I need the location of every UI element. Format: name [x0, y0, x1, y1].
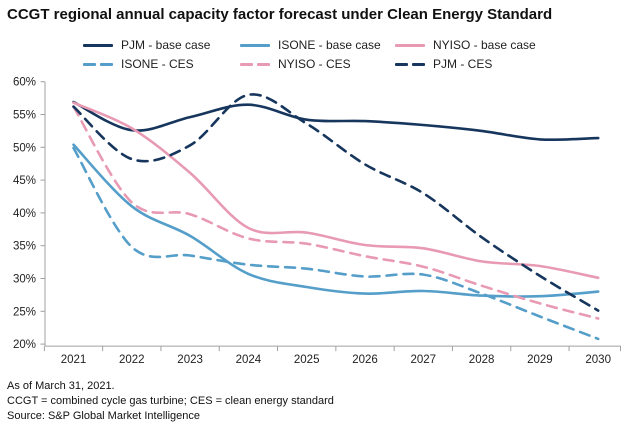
- x-axis-tick-label: 2023: [177, 354, 203, 366]
- legend-label: NYISO - base case: [433, 38, 536, 52]
- y-axis-tick-label: 30%: [13, 274, 36, 286]
- y-axis-tick-label: 25%: [13, 306, 36, 318]
- footnote-as-of: As of March 31, 2021.: [7, 380, 115, 392]
- legend-item-pjm-base-case: PJM - base case: [83, 39, 240, 52]
- legend-item-isone-base-case: ISONE - base case: [240, 39, 395, 52]
- chart-legend: PJM - base case ISONE - base case NYISO …: [83, 39, 536, 71]
- x-axis-tick-label: 2022: [119, 354, 145, 366]
- legend-label: PJM - base case: [121, 38, 211, 52]
- capacity-factor-line-chart: 60% 55% 50% 45% 40% 35% 30% 25% 20% 2021 2022 2023 2…: [13, 77, 621, 366]
- footnote-abbreviations: CCGT = combined cycle gas turbine; CES =…: [7, 395, 334, 407]
- y-axis-tick-label: 20%: [13, 339, 36, 351]
- chart-footnotes: As of March 31, 2021. CCGT = combined cy…: [7, 379, 334, 424]
- series-line-isone-base-case: [72, 143, 600, 298]
- y-axis-tick-label: 55%: [13, 110, 36, 122]
- legend-item-nyiso-base-case: NYISO - base case: [395, 39, 536, 52]
- chart-axis-labels: 60% 55% 50% 45% 40% 35% 30% 25% 20% 2021 2022 2023 2…: [13, 77, 611, 366]
- x-axis-tick-label: 2027: [411, 354, 437, 366]
- x-axis-tick-label: 2021: [61, 354, 87, 366]
- y-axis-tick-label: 50%: [13, 142, 36, 154]
- legend-swatch-nyiso-ces: [240, 62, 270, 67]
- series-line-nyiso-base-case: [72, 101, 600, 280]
- legend-label: PJM - CES: [433, 57, 493, 71]
- legend-label: NYISO - CES: [278, 57, 351, 71]
- chart-area: 60% 55% 50% 45% 40% 35% 30% 25% 20% 2021 2022 2023 2…: [0, 65, 623, 375]
- x-axis-tick-label: 2029: [527, 354, 553, 366]
- x-axis-tick-label: 2026: [352, 354, 378, 366]
- series-line-nyiso-ces: [72, 105, 600, 320]
- x-axis-tick-label: 2030: [585, 354, 611, 366]
- legend-item-isone-ces: ISONE - CES: [83, 58, 240, 71]
- chart-series-lines: [72, 93, 600, 341]
- y-axis-tick-label: 35%: [13, 241, 36, 253]
- legend-swatch-pjm-ces: [395, 62, 425, 67]
- y-axis-tick-label: 40%: [13, 208, 36, 220]
- chart-axes: [40, 81, 621, 352]
- x-axis-tick-label: 2024: [236, 354, 262, 366]
- chart-title: CCGT regional annual capacity factor for…: [7, 6, 553, 23]
- legend-swatch-isone-base-case: [240, 43, 270, 48]
- series-line-isone-ces: [72, 146, 600, 341]
- y-axis-tick-label: 60%: [13, 77, 36, 89]
- series-line-pjm-ces: [72, 93, 600, 312]
- legend-label: ISONE - CES: [121, 57, 194, 71]
- legend-swatch-isone-ces: [83, 62, 113, 67]
- footnote-source: Source: S&P Global Market Intelligence: [7, 410, 201, 422]
- legend-item-nyiso-ces: NYISO - CES: [240, 58, 395, 71]
- series-line-pjm-base-case: [72, 100, 600, 142]
- x-axis-tick-label: 2028: [469, 354, 495, 366]
- legend-swatch-pjm-base-case: [83, 43, 113, 48]
- legend-item-pjm-ces: PJM - CES: [395, 58, 536, 71]
- legend-swatch-nyiso-base-case: [395, 43, 425, 48]
- y-axis-tick-label: 45%: [13, 175, 36, 187]
- legend-label: ISONE - base case: [278, 38, 381, 52]
- x-axis-tick-label: 2025: [294, 354, 320, 366]
